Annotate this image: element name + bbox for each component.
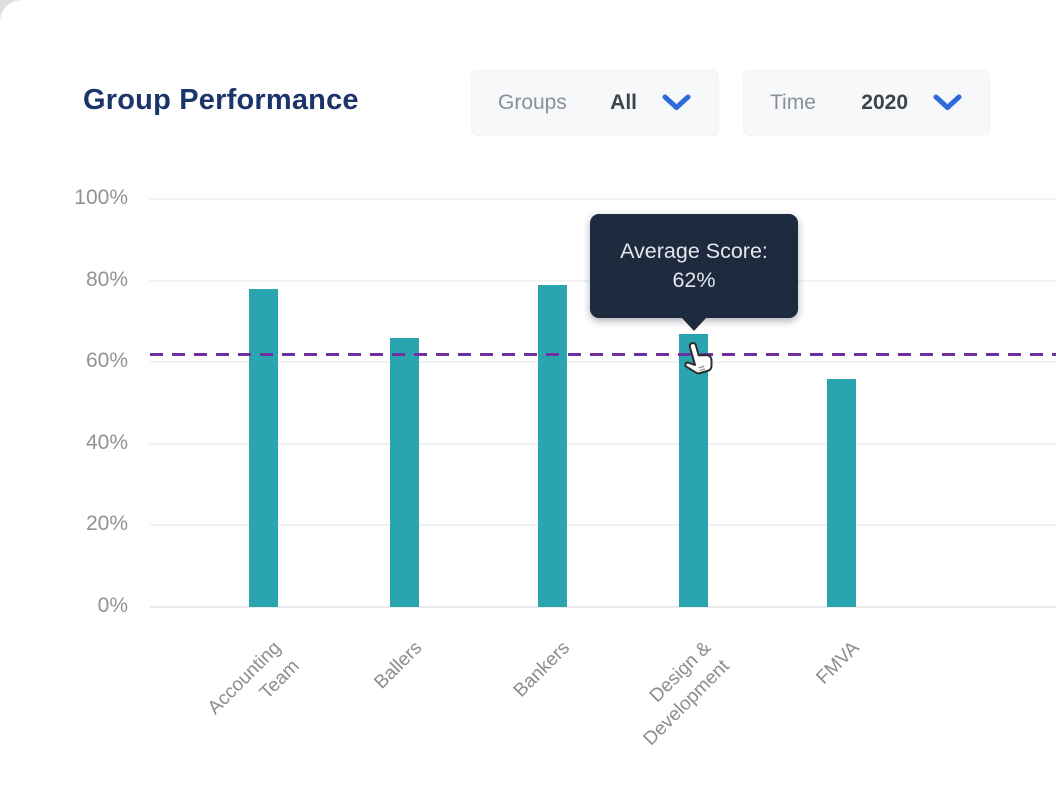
y-axis-tick-label: 100% [74, 186, 128, 209]
bar-bankers[interactable] [537, 285, 567, 607]
bar-ballers[interactable] [389, 338, 419, 607]
bar-design-development[interactable] [678, 334, 708, 607]
time-dropdown[interactable]: Time 2020 [743, 70, 990, 136]
page-title: Group Performance [83, 84, 359, 116]
x-axis-category-label: Design & Development [639, 637, 734, 750]
x-axis-category-label: Bankers [510, 637, 575, 702]
tooltip: Average Score: 62% [590, 214, 798, 318]
tooltip-label: Average Score: [620, 239, 768, 263]
bar-accounting-team[interactable] [248, 289, 278, 607]
average-score-line[interactable] [150, 353, 1056, 357]
chevron-down-icon[interactable] [932, 93, 963, 113]
gridline [150, 361, 1056, 364]
gridline [150, 442, 1056, 445]
y-axis-tick-label: 60% [85, 349, 128, 373]
bar-fmva[interactable] [826, 379, 856, 607]
gridline [150, 198, 1056, 200]
time-dropdown-value: 2020 [861, 91, 908, 114]
y-axis-tick-label: 0% [97, 594, 128, 617]
groups-dropdown-value: All [610, 91, 637, 114]
chevron-down-icon[interactable] [661, 93, 692, 113]
gridline [150, 524, 1056, 527]
groups-dropdown[interactable]: Groups All [471, 70, 719, 136]
y-axis-tick-label: 20% [85, 512, 128, 536]
groups-dropdown-label: Groups [498, 91, 567, 114]
x-axis-category-label: Accounting Team [203, 637, 304, 719]
y-axis-tick-label: 80% [85, 267, 128, 291]
y-axis-tick-label: 40% [85, 430, 128, 454]
time-dropdown-label: Time [770, 91, 816, 114]
tooltip-value: 62% [672, 268, 716, 292]
hand-cursor-icon [684, 342, 713, 375]
x-axis-category-label: FMVA [812, 637, 864, 689]
gridline [150, 606, 1056, 608]
x-axis-category-label: Ballers [370, 637, 427, 694]
